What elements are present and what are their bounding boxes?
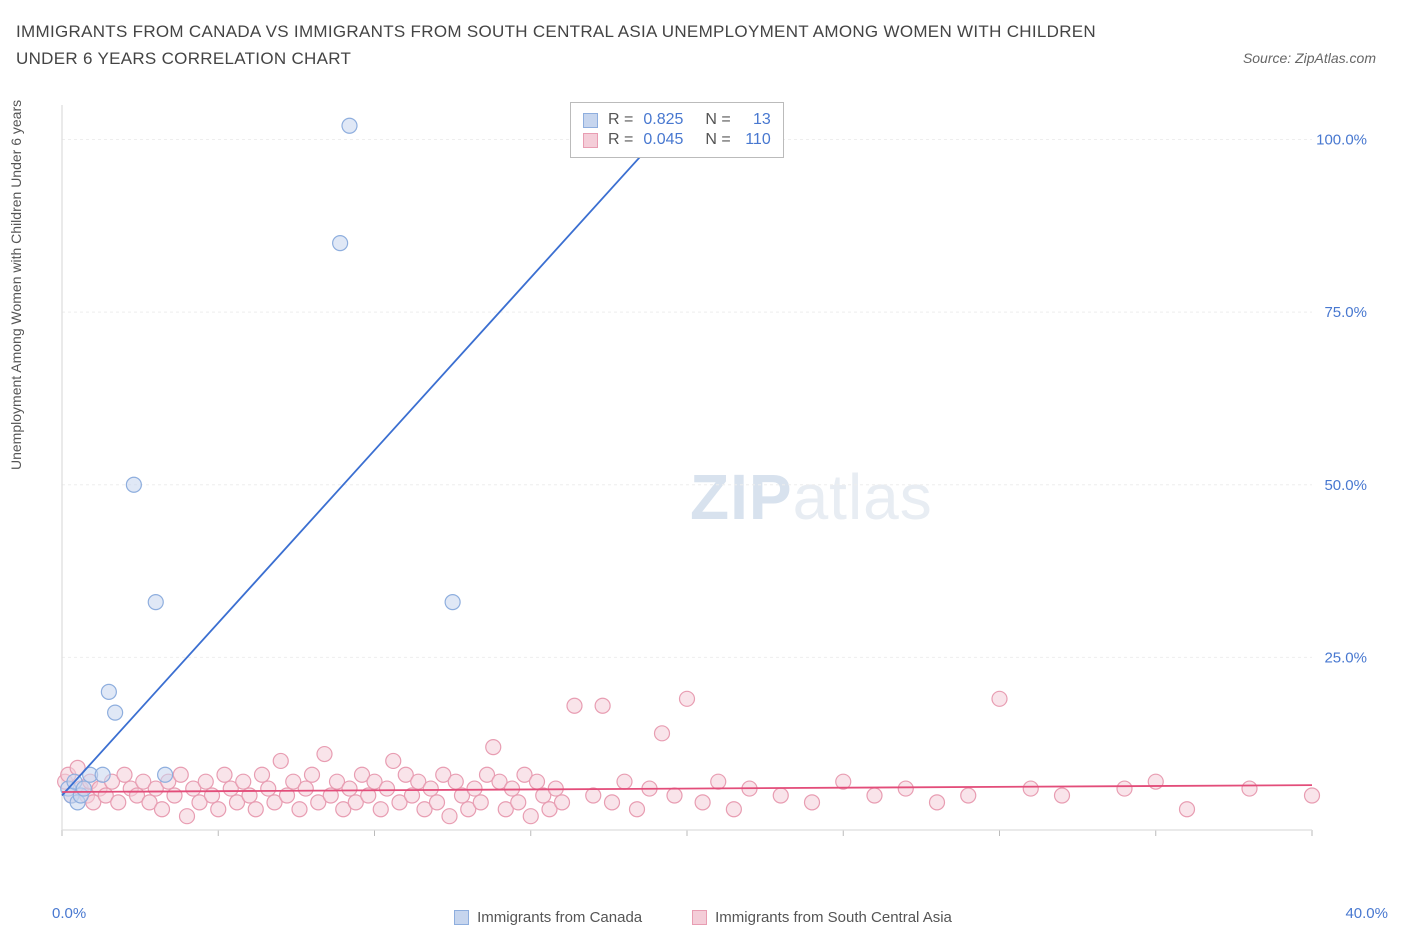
chart-title: IMMIGRANTS FROM CANADA VS IMMIGRANTS FRO… xyxy=(16,18,1106,72)
swatch-sca xyxy=(583,133,598,148)
svg-text:100.0%: 100.0% xyxy=(1316,132,1367,149)
n-label: N = xyxy=(705,131,730,149)
legend-item-canada: Immigrants from Canada xyxy=(454,909,642,926)
stats-row-canada: R = 0.825 N = 13 xyxy=(583,111,771,129)
r-label: R = xyxy=(608,131,633,149)
stats-legend-box: R = 0.825 N = 13 R = 0.045 N = 110 xyxy=(570,102,784,158)
n-value-sca: 110 xyxy=(741,131,771,149)
swatch-sca xyxy=(692,910,707,925)
legend-label-sca: Immigrants from South Central Asia xyxy=(715,909,952,926)
r-value-sca: 0.045 xyxy=(643,131,683,149)
swatch-canada xyxy=(583,113,598,128)
source-attribution: Source: ZipAtlas.com xyxy=(1243,50,1376,66)
n-value-canada: 13 xyxy=(741,111,771,129)
r-label: R = xyxy=(608,111,633,129)
r-value-canada: 0.825 xyxy=(643,111,683,129)
y-axis-label: Unemployment Among Women with Children U… xyxy=(8,100,24,470)
svg-text:75.0%: 75.0% xyxy=(1324,304,1367,321)
svg-text:25.0%: 25.0% xyxy=(1324,649,1367,666)
scatter-chart: 25.0% 50.0% 75.0% 100.0% xyxy=(52,100,1372,860)
bottom-legend: Immigrants from Canada Immigrants from S… xyxy=(0,909,1406,926)
swatch-canada xyxy=(454,910,469,925)
svg-text:50.0%: 50.0% xyxy=(1324,477,1367,494)
plot-area: 25.0% 50.0% 75.0% 100.0% xyxy=(52,100,1372,860)
legend-item-sca: Immigrants from South Central Asia xyxy=(692,909,952,926)
n-label: N = xyxy=(705,111,730,129)
stats-row-sca: R = 0.045 N = 110 xyxy=(583,131,771,149)
legend-label-canada: Immigrants from Canada xyxy=(477,909,642,926)
